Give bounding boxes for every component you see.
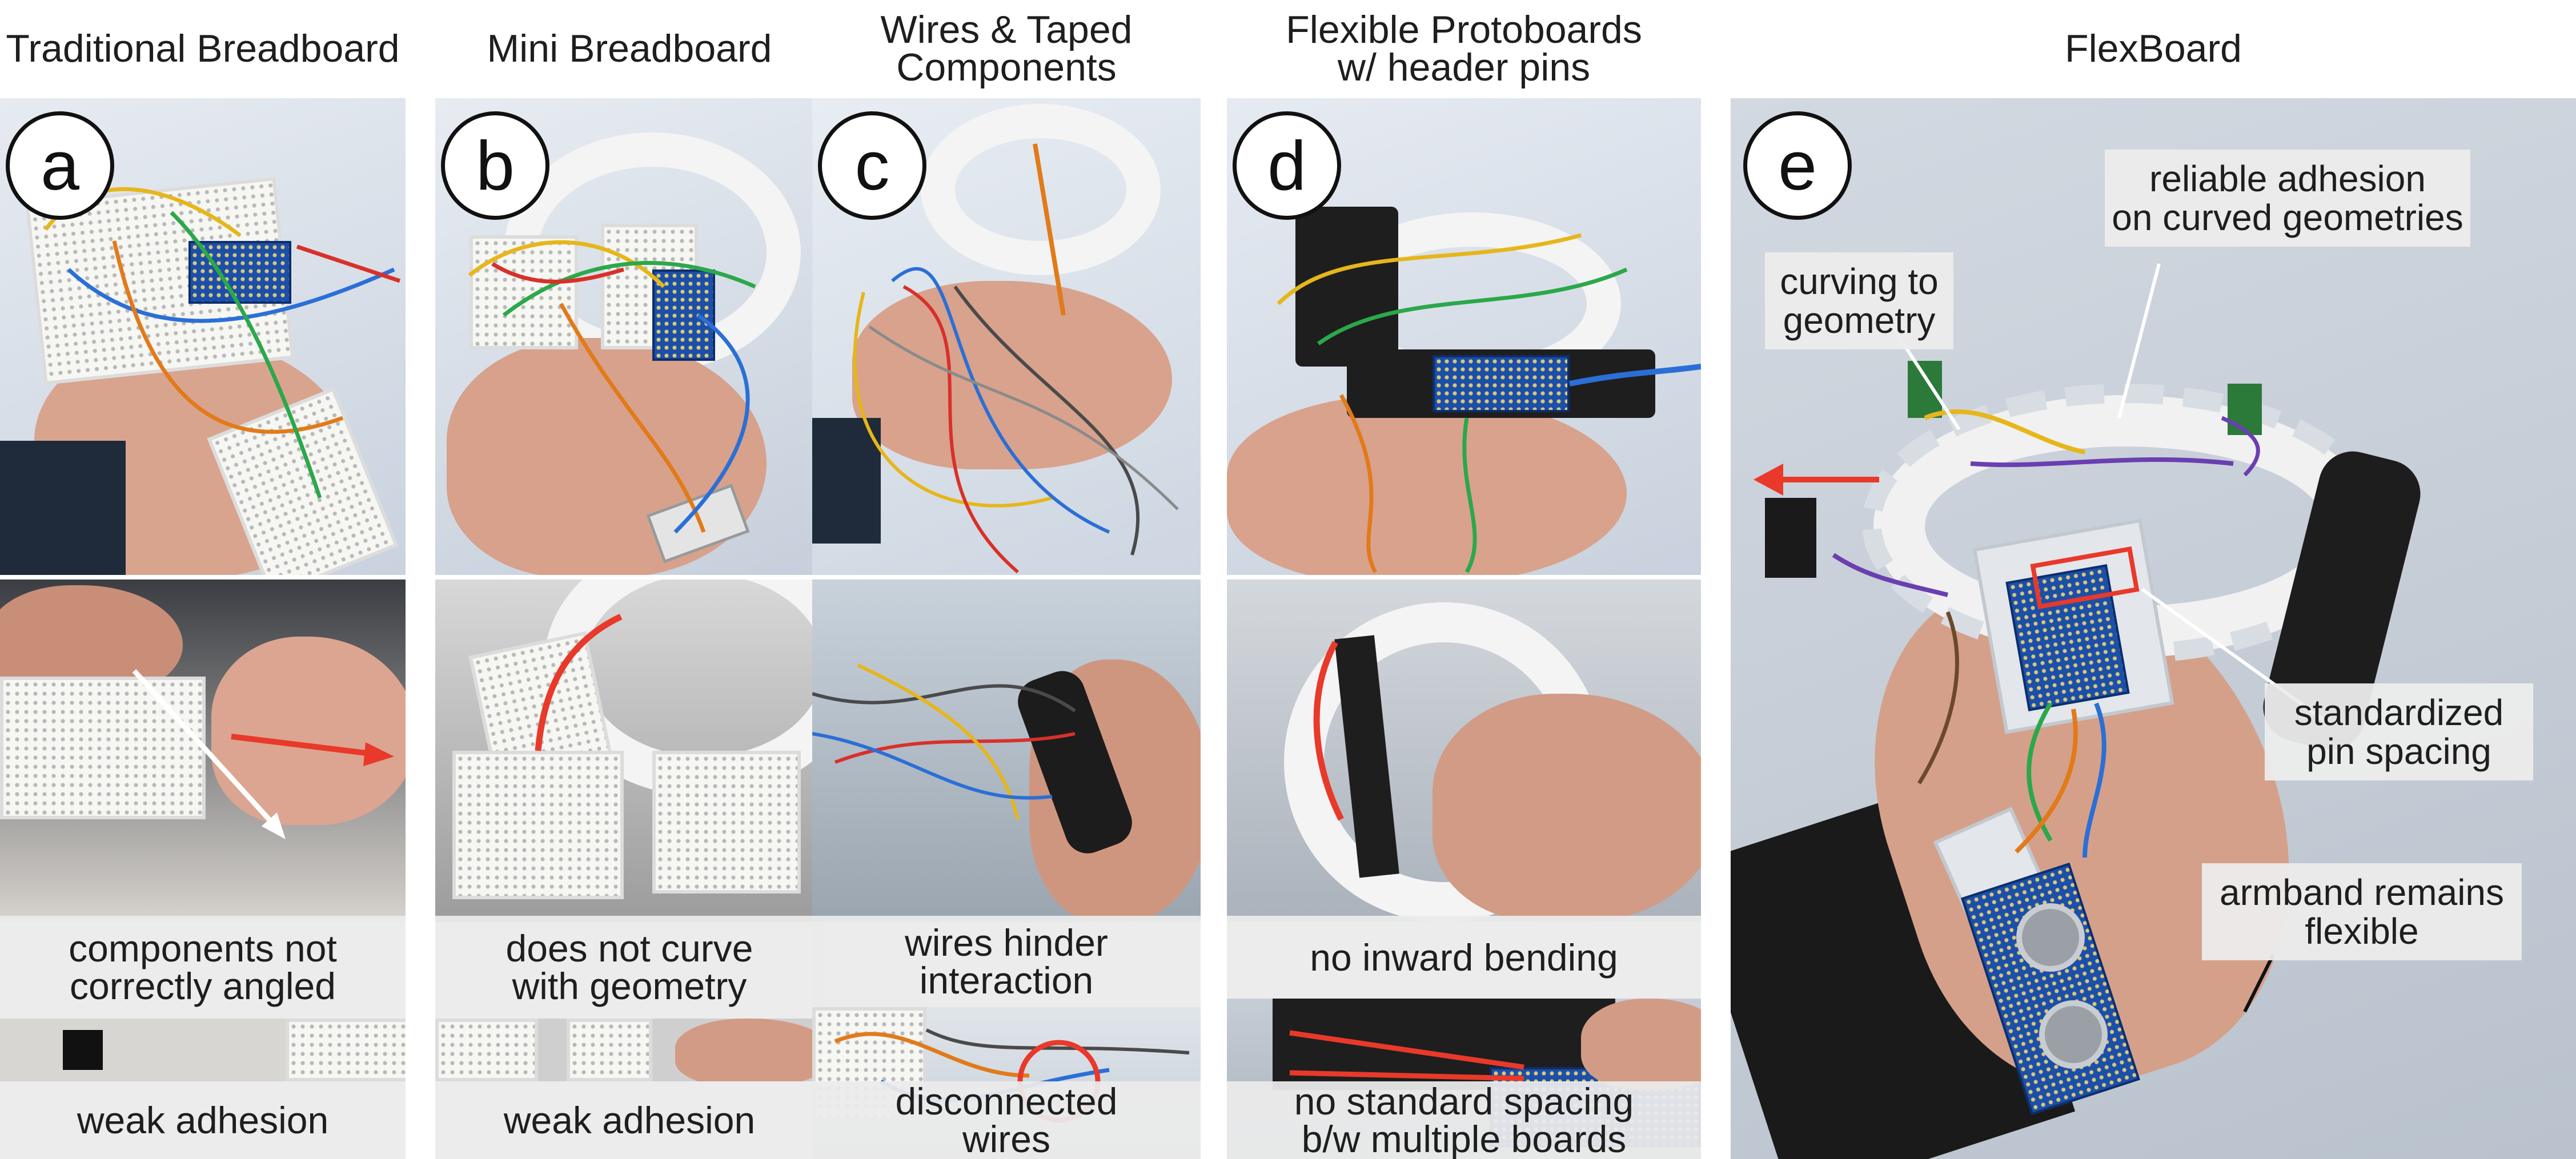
column-b: does not curve with geometry weak adhesi… [435, 98, 824, 1159]
badge-text: c [854, 127, 890, 204]
sensor-image-3 [2228, 384, 2262, 435]
wires-image [468, 240, 756, 534]
header-text: Flexible Protoboards w/ header pins [1286, 8, 1642, 89]
microcontroller-image [188, 241, 291, 304]
protoboard-image [1295, 207, 1398, 367]
separator [435, 575, 824, 580]
mini-breadboard-image [470, 235, 578, 349]
gap-annotation [1289, 1030, 1524, 1081]
caption-c-1: wires hinder interaction [812, 916, 1201, 1007]
separator [1227, 575, 1701, 580]
badge-text: e [1778, 127, 1817, 204]
photo-a-bottom [0, 1019, 406, 1081]
photo-a-top [0, 98, 406, 575]
header-text: Traditional Breadboard [6, 27, 400, 70]
wires-image [1277, 233, 1701, 573]
mini-breadboard-image-2 [452, 751, 624, 899]
caption-text: wires hinder interaction [905, 921, 1108, 1001]
direction-arrows [132, 669, 394, 839]
mini-breadboard-image [435, 1019, 538, 1081]
separator [812, 575, 1201, 580]
caption-a-1: components not correctly angled [0, 916, 406, 1019]
column-header-traditional-breadboard: Traditional Breadboard [0, 0, 406, 97]
caption-b-2: weak adhesion [435, 1081, 824, 1159]
callout-standardized-pin-spacing: standardized pin spacing [2265, 683, 2533, 780]
transducer-image [2016, 903, 2085, 972]
mini-breadboard-image-2 [567, 1019, 652, 1081]
column-a: components not correctly angled weak adh… [0, 98, 406, 1159]
label-badge-e: e [1743, 111, 1852, 220]
wires-image [853, 143, 1179, 574]
hand-image [1227, 395, 1627, 575]
callout-reliable-adhesion: reliable adhesion on curved geometries [2105, 150, 2470, 247]
badge-text: a [41, 127, 79, 204]
caption-a-2: weak adhesion [0, 1081, 406, 1159]
photo-d-middle [1227, 580, 1701, 922]
label-badge-c: c [818, 111, 926, 220]
caption-text: weak adhesion [77, 1099, 329, 1141]
photo-b-top [435, 98, 824, 575]
header-text: FlexBoard [2065, 27, 2242, 70]
column-header-mini-breadboard: Mini Breadboard [435, 0, 824, 97]
hand-image [1433, 694, 1701, 922]
callout-armband-flexible: armband remains flexible [2202, 863, 2522, 960]
caption-b-1: does not curve with geometry [435, 916, 824, 1019]
column-header-flexible-protoboards: Flexible Protoboards w/ header pins [1227, 0, 1701, 97]
breadboard-image [286, 1019, 406, 1081]
callout-curving-to-geometry: curving to geometry [1765, 252, 1953, 349]
sensor-image-2 [1908, 361, 1942, 418]
microcontroller-image [1433, 355, 1570, 412]
photo-b-middle [435, 580, 824, 922]
separator [0, 575, 406, 580]
sleeve-image [812, 418, 881, 544]
label-badge-d: d [1233, 111, 1341, 220]
callout-text: curving to geometry [1780, 261, 1939, 341]
sleeve-image [0, 441, 126, 575]
caption-text: components not correctly angled [69, 927, 337, 1007]
transducer-image-2 [2039, 1000, 2108, 1069]
breadboard-image [0, 677, 206, 819]
caption-c-2: disconnected wires [812, 1081, 1201, 1159]
photo-b-bottom [435, 1019, 824, 1081]
header-text: Wires & Taped Components [880, 8, 1133, 89]
hand-image [852, 281, 1172, 469]
caption-text: does not curve with geometry [505, 927, 753, 1007]
curve-annotation [535, 614, 623, 751]
column-c: wires hinder interaction disconnected wi… [812, 98, 1201, 1159]
hand-image [1581, 999, 1701, 1090]
caption-text: no inward bending [1310, 936, 1618, 979]
header-text: Mini Breadboard [487, 27, 772, 70]
photo-c-middle [812, 580, 1201, 922]
badge-text: b [476, 127, 515, 204]
label-badge-a: a [6, 111, 114, 220]
finger-image [675, 1019, 824, 1081]
caption-d-2: no standard spacing b/w multiple boards [1227, 1081, 1701, 1159]
caption-d-1: no inward bending [1227, 916, 1701, 999]
callout-text: reliable adhesion on curved geometries [2112, 158, 2463, 238]
label-badge-b: b [441, 111, 549, 220]
badge-text: d [1267, 127, 1306, 204]
curve-annotation [1313, 641, 1344, 821]
photo-a-middle [0, 580, 406, 922]
column-e: reliable adhesion on curved geometries c… [1731, 98, 2576, 1159]
mini-breadboard-image-3 [652, 751, 801, 894]
column-d: no inward bending no standard spacing b/… [1227, 98, 1701, 1159]
clip-image [63, 1030, 103, 1070]
caption-text: disconnected wires [895, 1080, 1118, 1159]
column-header-wires-taped: Wires & Taped Components [812, 0, 1201, 97]
callout-text: standardized pin spacing [2294, 692, 2504, 772]
direction-arrow-head [1754, 464, 1783, 496]
column-header-flexboard: FlexBoard [1731, 0, 2576, 97]
callout-text: armband remains flexible [2220, 872, 2504, 952]
sensor-image [1765, 498, 1816, 578]
caption-text: no standard spacing b/w multiple boards [1294, 1080, 1634, 1159]
caption-text: weak adhesion [503, 1099, 756, 1141]
wires-image [812, 663, 1076, 820]
